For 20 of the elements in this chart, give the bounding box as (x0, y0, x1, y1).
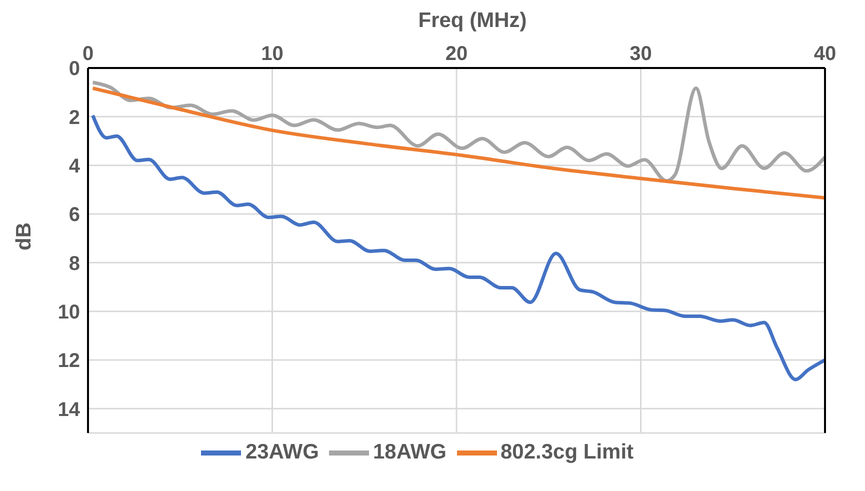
y-tick-label: 12 (58, 350, 80, 372)
legend-label: 18AWG (372, 440, 446, 464)
x-tick-label: 40 (814, 43, 836, 65)
y-tick-label: 4 (68, 155, 81, 178)
y-tick-label: 6 (68, 204, 80, 226)
line-series (91, 86, 825, 200)
legend-label: 23AWG (245, 440, 319, 464)
x-tick-label: 10 (261, 43, 284, 65)
x-axis-title: Freq (MHz) (417, 8, 528, 34)
legend-label: 802.3cg Limit (500, 440, 634, 464)
line-series (91, 114, 825, 382)
line-series (91, 80, 825, 183)
y-tick-label: 14 (58, 398, 81, 421)
y-tick-label: 2 (68, 106, 80, 129)
x-tick-label: 30 (630, 43, 652, 65)
x-tick-label: 20 (445, 43, 468, 65)
y-axis-title: dB (12, 222, 36, 250)
y-tick-label: 10 (58, 301, 80, 324)
y-tick-label: 8 (68, 252, 80, 275)
y-tick-label: 0 (68, 58, 80, 80)
